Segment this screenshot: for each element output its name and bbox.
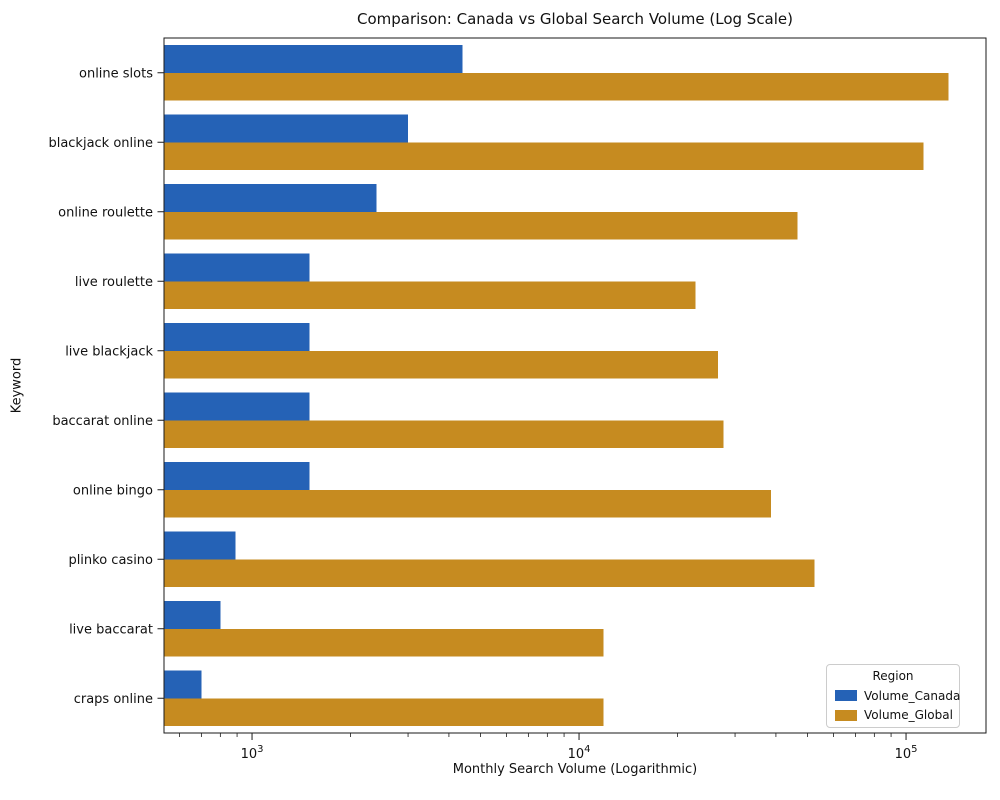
y-tick-label-craps-online: craps online: [74, 692, 153, 707]
bar-canada-online-roulette: [164, 183, 377, 212]
bar-global-online-slots: [164, 72, 949, 101]
bar-global-baccarat-online: [164, 420, 724, 449]
legend-swatch-global: [835, 709, 857, 721]
legend-label-canada: Volume_Canada: [864, 688, 961, 703]
bar-global-plinko-casino: [164, 559, 815, 588]
y-tick-label-baccarat-online: baccarat online: [52, 414, 153, 429]
bar-global-online-bingo: [164, 489, 771, 518]
bar-canada-live-roulette: [164, 253, 310, 282]
bar-global-live-baccarat: [164, 628, 604, 657]
x-tick-label: 105: [895, 744, 918, 762]
y-tick-label-online-bingo: online bingo: [73, 483, 153, 498]
bar-canada-live-baccarat: [164, 600, 221, 629]
bar-canada-blackjack-online: [164, 114, 409, 143]
x-tick-label: 104: [568, 744, 591, 762]
legend-item-global: Volume_Global: [835, 707, 953, 723]
legend-label-global: Volume_Global: [864, 708, 953, 722]
bar-global-live-roulette: [164, 281, 696, 310]
bar-canada-online-bingo: [164, 461, 310, 490]
legend: Region Volume_Canada Volume_Global: [826, 664, 960, 728]
y-tick-label-live-roulette: live roulette: [75, 275, 153, 290]
y-tick-label-live-baccarat: live baccarat: [69, 622, 153, 637]
bar-canada-live-blackjack: [164, 322, 310, 351]
bar-canada-plinko-casino: [164, 531, 236, 560]
bar-canada-baccarat-online: [164, 392, 310, 421]
bar-global-live-blackjack: [164, 350, 718, 379]
y-tick-label-online-roulette: online roulette: [58, 205, 153, 220]
bar-global-online-roulette: [164, 211, 798, 240]
y-tick-label-plinko-casino: plinko casino: [68, 553, 153, 568]
y-tick-label-online-slots: online slots: [79, 66, 153, 81]
x-axis-label: Monthly Search Volume (Logarithmic): [452, 762, 698, 777]
plot-frame: [163, 37, 987, 734]
chart-title: Comparison: Canada vs Global Search Volu…: [356, 10, 794, 28]
y-tick-label-live-blackjack: live blackjack: [65, 344, 153, 359]
legend-swatch-canada: [835, 690, 857, 701]
x-tick-label: 103: [241, 744, 264, 762]
bar-canada-online-slots: [164, 44, 463, 73]
bar-global-blackjack-online: [164, 142, 924, 171]
legend-title: Region: [872, 669, 914, 683]
y-tick-label-blackjack-online: blackjack online: [48, 136, 153, 151]
bar-global-craps-online: [164, 698, 604, 727]
y-axis-label: Keyword: [9, 357, 25, 414]
legend-item-canada: Volume_Canada: [835, 688, 960, 704]
bar-canada-craps-online: [164, 670, 202, 699]
